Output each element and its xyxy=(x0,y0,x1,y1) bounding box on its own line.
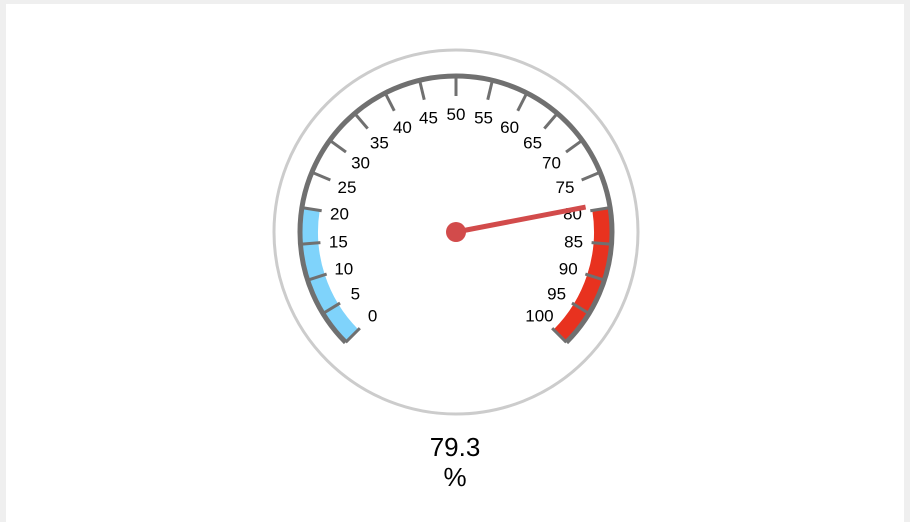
gauge-tick xyxy=(516,92,529,112)
gauge-tick xyxy=(571,301,590,315)
gauge-tick-label: 60 xyxy=(500,118,519,137)
gauge-tick xyxy=(590,206,611,213)
gauge-tick xyxy=(418,79,426,101)
gauge-tick-label: 5 xyxy=(351,285,360,304)
gauge-tick-label: 30 xyxy=(351,154,370,173)
gauge-tick-label: 25 xyxy=(338,178,357,197)
gauge-tick-label: 65 xyxy=(523,133,542,152)
gauge-readout: 79.3 % xyxy=(0,432,910,492)
gauge-tick xyxy=(584,272,605,282)
gauge-unit: % xyxy=(443,462,467,492)
gauge-tick-label: 35 xyxy=(370,133,389,152)
gauge-tick xyxy=(543,112,559,130)
gauge-tick-label: 75 xyxy=(556,178,575,197)
gauge-tick-label: 50 xyxy=(447,105,466,124)
gauge-tick-label: 95 xyxy=(547,285,566,304)
gauge-tick xyxy=(383,92,396,112)
gauge-tick xyxy=(591,241,612,246)
gauge-tick xyxy=(344,327,361,344)
gauge-tick-label: 10 xyxy=(334,259,353,278)
gauge-tick-label: 70 xyxy=(542,154,561,173)
gauge-tick xyxy=(307,272,328,282)
gauge-tick xyxy=(301,206,322,213)
gauge-tick-label: 90 xyxy=(559,259,578,278)
gauge-tick-label: 15 xyxy=(329,232,348,251)
gauge-outer-ring xyxy=(272,48,640,416)
gauge-ticks xyxy=(300,76,612,344)
gauge-tick-label: 100 xyxy=(525,306,553,325)
gauge-tick xyxy=(486,79,494,101)
gauge-tick-label: 55 xyxy=(474,108,493,127)
gauge-tick-label: 20 xyxy=(330,205,349,224)
gauge-tick xyxy=(565,139,584,154)
gauge-tick xyxy=(300,241,321,246)
gauge-tick xyxy=(311,170,331,182)
gauge-tick-label: 40 xyxy=(393,118,412,137)
gauge-needle-hub xyxy=(446,222,466,242)
gauge-tick-label: 85 xyxy=(564,232,583,251)
gauge-tick xyxy=(328,139,347,154)
gauge-tick xyxy=(551,327,568,344)
gauge-needle xyxy=(455,204,587,235)
gauge-tick xyxy=(353,112,369,130)
gauge-tick xyxy=(322,301,341,315)
gauge-tick-label: 45 xyxy=(419,108,438,127)
gauge-tick-label: 0 xyxy=(368,306,377,325)
gauge-tick xyxy=(581,170,601,182)
gauge-value: 79.3 xyxy=(429,432,481,462)
